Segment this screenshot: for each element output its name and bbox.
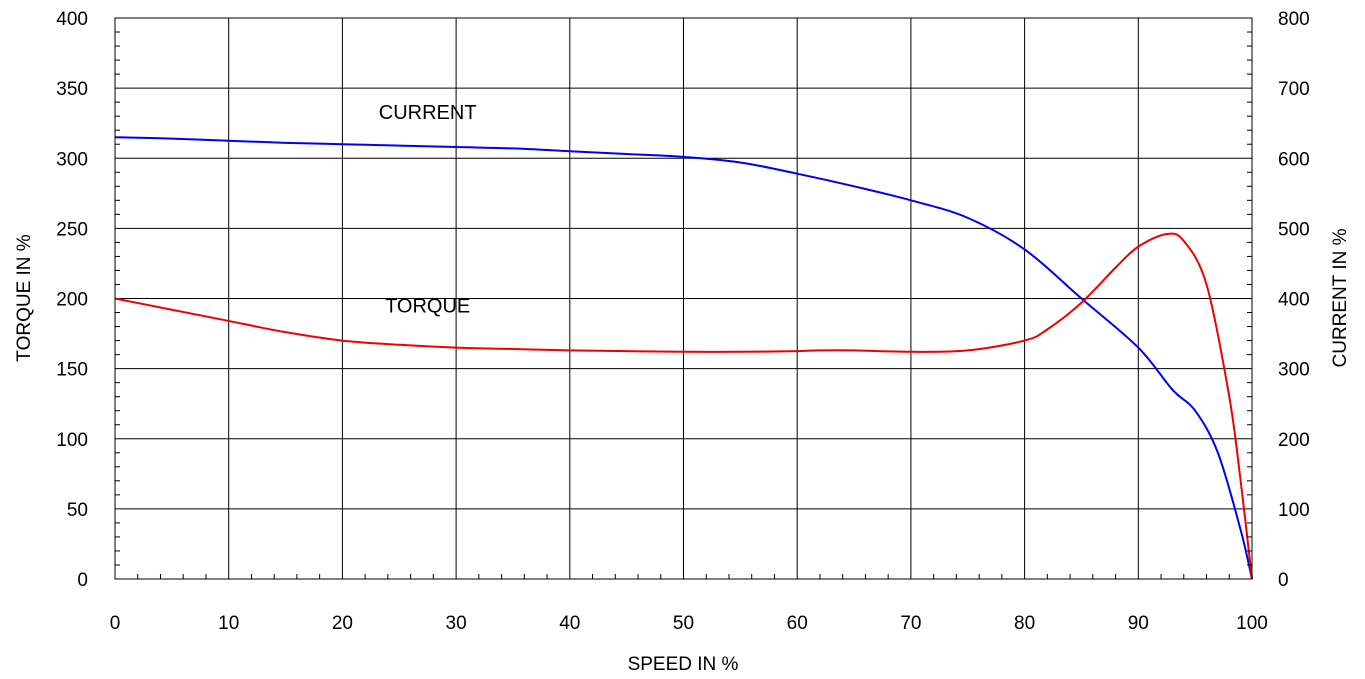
x-tick-label: 50 — [673, 613, 694, 634]
plot-frame — [114, 17, 1253, 580]
y-axis-title: TORQUE IN % — [14, 234, 35, 361]
x-tick-label: 0 — [110, 613, 121, 634]
annotation-current: CURRENT — [379, 102, 477, 124]
annotation-torque: TORQUE — [385, 296, 470, 318]
y-tick-label: 300 — [56, 149, 88, 170]
grid — [115, 18, 1252, 579]
x-tick-label: 10 — [218, 613, 239, 634]
y2-tick-label: 400 — [1278, 290, 1310, 311]
y2-tick-label: 500 — [1278, 219, 1310, 240]
y2-tick-label: 200 — [1278, 430, 1310, 451]
y2-tick-label: 300 — [1278, 360, 1310, 381]
series-line-torque — [114, 232, 1253, 580]
y-tick-label: 100 — [56, 430, 88, 451]
y2-tick-label: 0 — [1278, 570, 1289, 591]
x-tick-label: 60 — [787, 613, 808, 634]
x-tick-label: 40 — [559, 613, 580, 634]
tick-layer: 0 10 20 30 40 50 60 70 80 90 100 0 50 100 150 200 250 300… — [56, 9, 1309, 634]
x-tick-label: 30 — [446, 613, 467, 634]
y-tick-label: 400 — [56, 9, 88, 30]
y-tick-label: 200 — [56, 290, 88, 311]
annotation-layer: CURRENT TORQUE — [379, 102, 477, 318]
series-line-current — [114, 136, 1253, 580]
y2-tick-label: 800 — [1278, 9, 1310, 30]
series-layer — [114, 136, 1253, 580]
y-tick-label: 250 — [56, 219, 88, 240]
x-tick-label: 20 — [332, 613, 353, 634]
y2-tick-label: 700 — [1278, 79, 1310, 100]
y-tick-label: 0 — [77, 570, 88, 591]
y2-axis-title: CURRENT IN % — [1330, 228, 1351, 367]
x-axis-title: SPEED IN % — [628, 654, 739, 675]
x-tick-label: 100 — [1236, 613, 1268, 634]
x-tick-label: 70 — [900, 613, 921, 634]
x-tick-label: 80 — [1014, 613, 1035, 634]
y2-tick-label: 600 — [1278, 149, 1310, 170]
x-tick-label: 90 — [1128, 613, 1149, 634]
y-tick-label: 50 — [67, 500, 88, 521]
y2-tick-label: 100 — [1278, 500, 1310, 521]
y-tick-label: 150 — [56, 360, 88, 381]
y-tick-label: 350 — [56, 79, 88, 100]
